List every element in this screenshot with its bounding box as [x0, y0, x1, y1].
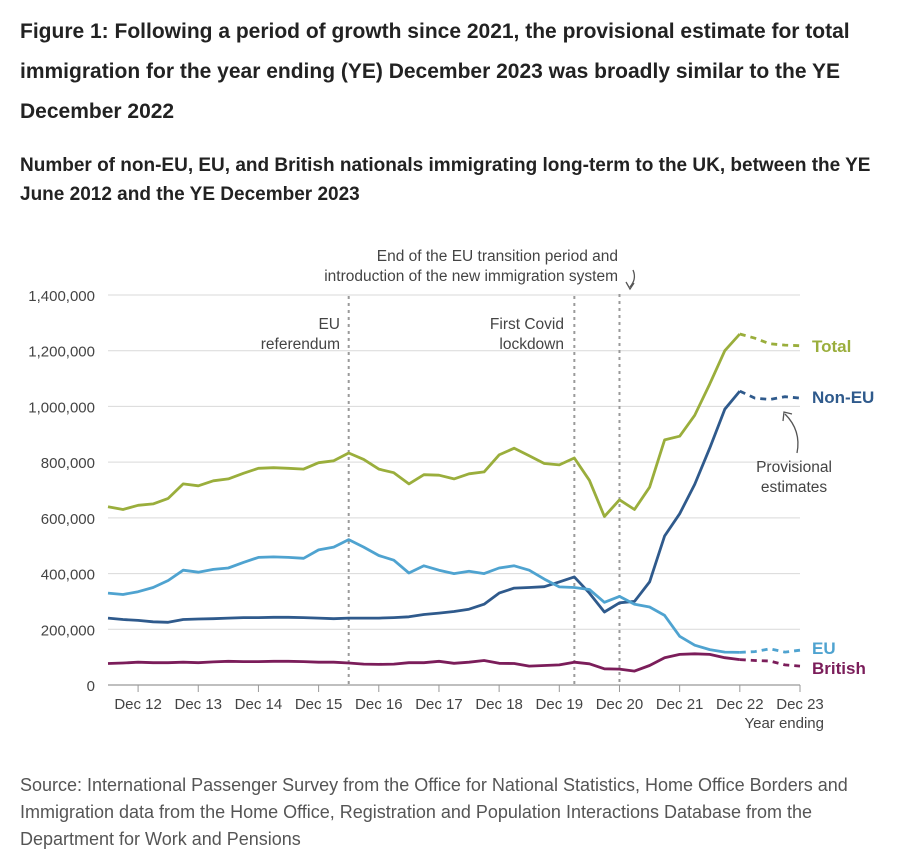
series-provisional-line-eu — [739, 647, 801, 654]
series-label-eu: EU — [812, 639, 836, 658]
x-tick-label: Dec 20 — [596, 696, 644, 713]
x-tick-label: Dec 16 — [355, 696, 403, 713]
series-label-non_eu: Non-EU — [812, 388, 874, 407]
x-tick-label: Dec 12 — [114, 696, 162, 713]
series-line-eu — [107, 538, 740, 654]
y-tick-label: 1,400,000 — [28, 288, 95, 305]
series-line-british — [107, 652, 740, 673]
x-tick-label: Dec 17 — [415, 696, 463, 713]
annotations: EU referendum First Covid lockdown End of th… — [261, 248, 832, 496]
x-tick-label: Dec 14 — [235, 696, 283, 713]
x-tick-label: Dec 23 — [776, 696, 824, 713]
x-axis-title: Year ending — [744, 715, 824, 732]
annotation-eu_ref-line: referendum — [261, 336, 340, 353]
y-axis-tick-labels: 0 200,000 400,000 600,000 800,000 1,000,000 1,… — [28, 288, 95, 695]
annotation-eu_ref-line: EU — [318, 316, 340, 333]
figure-subtitle: Number of non-EU, EU, and British nation… — [20, 155, 871, 205]
x-tick-label: Dec 19 — [536, 696, 584, 713]
immigration-line-chart: 0 200,000 400,000 600,000 800,000 1,000,000 1,… — [28, 248, 874, 732]
x-tick-label: Dec 22 — [716, 696, 764, 713]
figure-title: Figure 1: Following a period of growth s… — [20, 20, 850, 123]
transition-arrowhead-icon — [625, 281, 635, 291]
series-provisional-line-british — [739, 658, 801, 668]
annotation-provisional-line: Provisional — [756, 459, 832, 476]
x-tick-label: Dec 18 — [475, 696, 523, 713]
x-tick-label: Dec 21 — [656, 696, 704, 713]
y-tick-label: 200,000 — [41, 622, 95, 639]
x-tick-label: Dec 15 — [295, 696, 343, 713]
reference-lines — [347, 294, 621, 685]
x-axis: Dec 12 Dec 13 Dec 14 Dec 15 Dec 16 Dec 17 Dec … — [108, 684, 824, 732]
y-tick-label: 600,000 — [41, 511, 95, 528]
annotation-transition-line: introduction of the new immigration syst… — [324, 268, 618, 285]
series-label-british: British — [812, 659, 866, 678]
series-line-non_eu — [107, 390, 741, 624]
y-tick-label: 800,000 — [41, 455, 95, 472]
series-line-total — [107, 333, 741, 518]
y-tick-label: 1,200,000 — [28, 344, 95, 361]
data-series — [107, 332, 801, 673]
y-tick-label: 1,000,000 — [28, 399, 95, 416]
annotation-transition-line: End of the EU transition period and — [377, 248, 618, 265]
annotation-covid-line: First Covid — [490, 316, 564, 333]
provisional-arrow-icon — [784, 413, 799, 454]
y-tick-label: 0 — [87, 678, 95, 695]
provisional-arrowhead-icon — [782, 411, 793, 422]
y-tick-label: 400,000 — [41, 567, 95, 584]
source-note: Source: International Passenger Survey f… — [20, 775, 848, 849]
annotation-covid-line: lockdown — [499, 336, 564, 353]
series-provisional-line-non_eu — [739, 389, 801, 401]
annotation-provisional-line: estimates — [761, 479, 828, 496]
x-tick-label: Dec 13 — [174, 696, 222, 713]
series-label-total: Total — [812, 337, 851, 356]
series-provisional-line-total — [739, 332, 801, 348]
transition-arrow-icon — [629, 269, 636, 288]
gridlines — [108, 294, 800, 630]
